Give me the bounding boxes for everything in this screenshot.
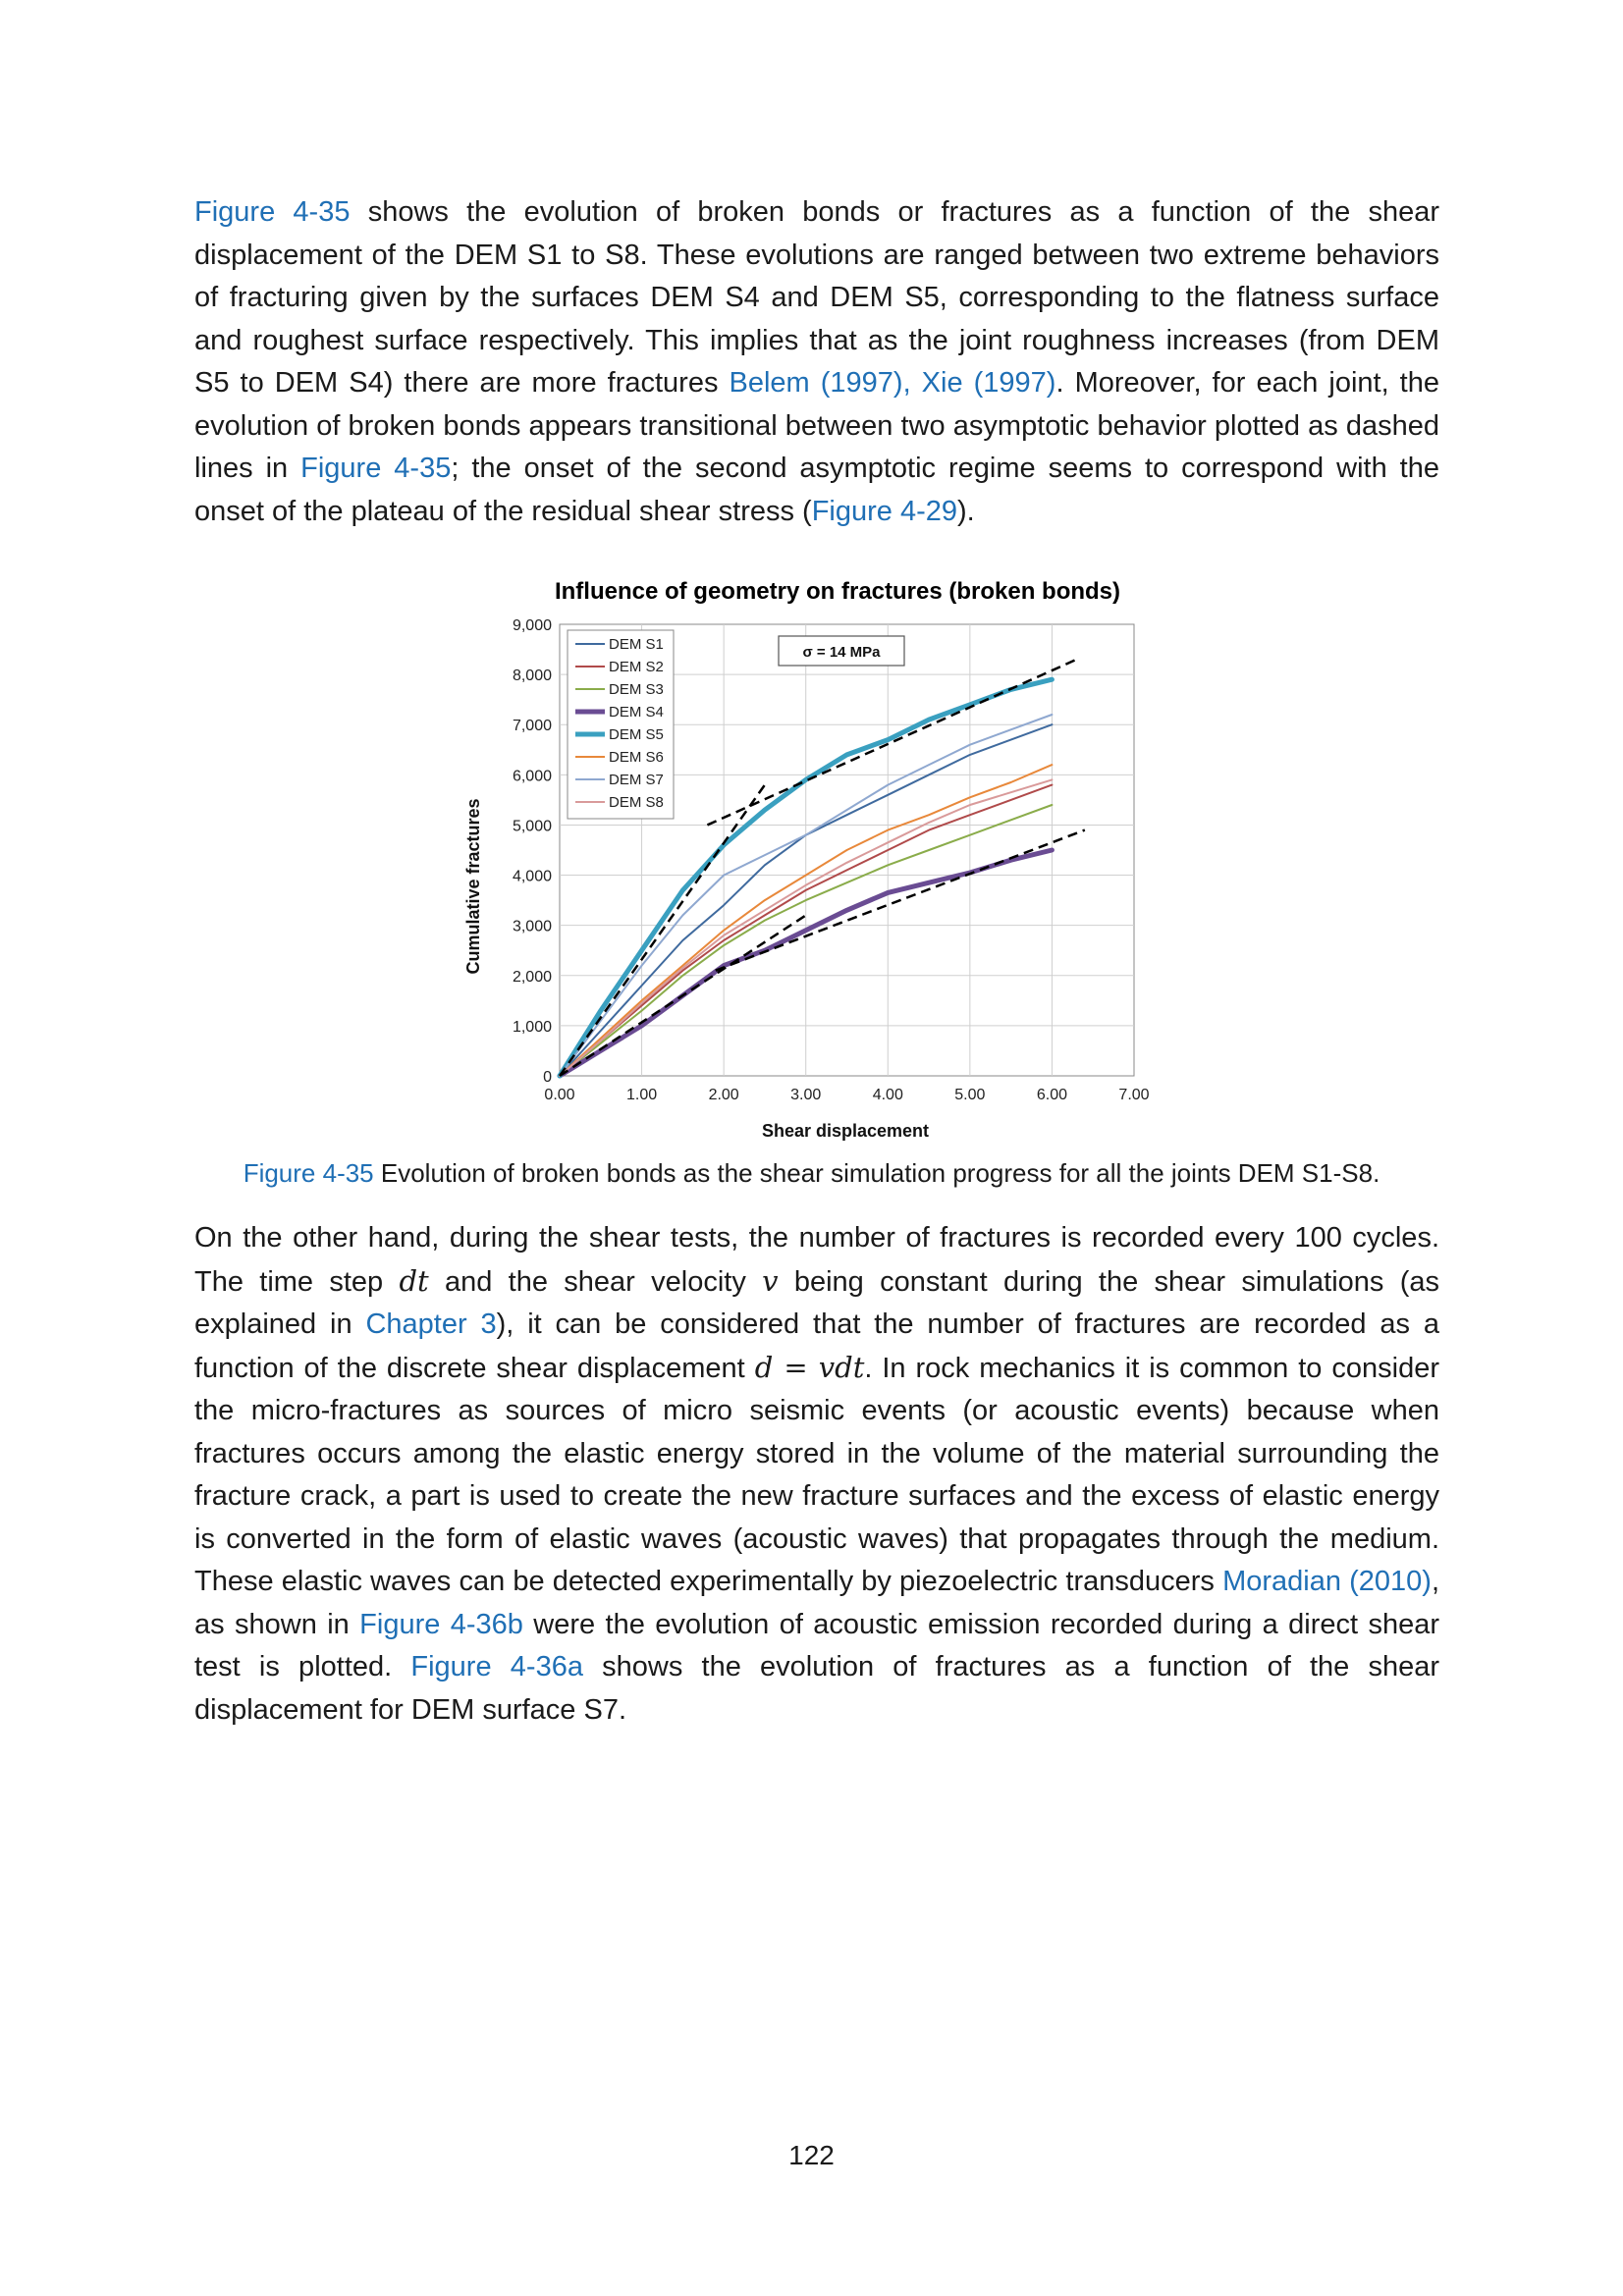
citation-link[interactable]: Moradian (2010)	[1222, 1566, 1432, 1597]
y-tick-label: 7,000	[513, 718, 552, 734]
math-equation: d = vdt	[754, 1350, 865, 1384]
series-line-dem-s7	[559, 714, 1054, 1077]
x-axis-label: Shear displacement	[762, 1121, 929, 1141]
y-axis-label: Cumulative fractures	[463, 798, 483, 974]
y-axis-ticks: 0 1,000 2,000 3,000 4,000 5,000 6,000 7,000 8,00…	[513, 617, 552, 1086]
figure-caption: Figure 4-35 Evolution of broken bonds as…	[157, 1156, 1466, 1190]
legend-entry: DEM S1	[609, 636, 664, 653]
y-tick-label: 5,000	[513, 818, 552, 834]
y-tick-label: 8,000	[513, 667, 552, 684]
paragraph-text: ).	[957, 495, 975, 527]
asymptote-dashed-line	[706, 658, 1078, 827]
citation-link[interactable]: Belem (1997), Xie (1997)	[729, 367, 1056, 399]
math-term: v	[762, 1263, 779, 1298]
figure-link[interactable]: Figure 4-29	[811, 495, 958, 527]
paragraph-1: Figure 4-35 shows the evolution of broke…	[194, 191, 1439, 533]
paragraph-text: being constant during the shear simulati…	[194, 1265, 1439, 1341]
annotation-box	[778, 635, 905, 667]
legend-entry: DEM S7	[609, 772, 664, 788]
x-tick-label: 2.00	[709, 1087, 739, 1103]
chart-legend: DEM S1 DEM S2 DEM S3 DEM S4 DEM S5 DEM S6 DEM …	[567, 629, 675, 820]
legend-entry: DEM S5	[609, 726, 664, 743]
y-tick-label: 6,000	[513, 768, 552, 784]
x-tick-label: 7.00	[1118, 1087, 1149, 1103]
legend-entry: DEM S4	[609, 704, 664, 721]
chapter-link[interactable]: Chapter 3	[365, 1308, 497, 1340]
paragraph-text: ), it can be considered that the number …	[194, 1308, 1440, 1384]
paragraph-text: shows the evolution of fractures as a fu…	[194, 1651, 1439, 1726]
y-tick-label: 2,000	[513, 969, 552, 986]
fractures-chart: Influence of geometry on fractures (brok…	[463, 578, 1150, 1141]
asymptote-dashed-line	[715, 828, 1086, 972]
series-line-dem-s5	[557, 676, 1055, 1079]
y-tick-label: 4,000	[513, 869, 552, 885]
figure-link[interactable]: Figure 4-35	[300, 453, 452, 484]
paragraph-text: shows the evolution of broken bonds or f…	[194, 196, 1439, 399]
series-line-dem-s6	[559, 764, 1054, 1077]
caption-text: Evolution of broken bonds as the shear s…	[373, 1158, 1380, 1188]
math-term: dt	[399, 1263, 429, 1298]
paragraph-text: ; the onset of the second asymptotic reg…	[194, 453, 1439, 527]
series-line-dem-s8	[559, 778, 1054, 1077]
legend-entry: DEM S6	[609, 749, 664, 766]
y-tick-label: 0	[543, 1069, 552, 1086]
figure-link[interactable]: Figure 4-36b	[359, 1608, 523, 1640]
paragraph-text: On the other hand, during the shear test…	[194, 1222, 1439, 1298]
asymptote-lines	[558, 658, 1086, 1078]
y-tick-label: 1,000	[513, 1019, 552, 1036]
paragraph-2: On the other hand, during the shear test…	[194, 1217, 1439, 1732]
paragraph-text: . Moreover, for each joint, the evolutio…	[194, 367, 1439, 484]
paragraph-text: and the shear velocity	[428, 1265, 763, 1298]
chart-title: Influence of geometry on fractures (brok…	[555, 578, 1120, 605]
x-tick-label: 4.00	[873, 1087, 903, 1103]
caption-figure-ref[interactable]: Figure 4-35	[243, 1158, 374, 1188]
x-tick-label: 3.00	[790, 1087, 821, 1103]
legend-box	[567, 629, 675, 820]
x-tick-label: 6.00	[1037, 1087, 1067, 1103]
stress-annotation: σ = 14 MPa	[778, 635, 905, 667]
x-tick-label: 0.00	[544, 1087, 574, 1103]
asymptote-dashed-line	[559, 914, 807, 1078]
figure-link[interactable]: Figure 4-36a	[410, 1651, 583, 1682]
x-tick-label: 5.00	[954, 1087, 985, 1103]
x-axis-ticks: 0.00 1.00 2.00 3.00 4.00 5.00 6.00 7.00	[544, 1087, 1149, 1103]
y-tick-label: 9,000	[513, 617, 552, 634]
asymptote-dashed-line	[558, 783, 766, 1077]
legend-entry: DEM S3	[609, 681, 664, 698]
legend-entry: DEM S2	[609, 659, 664, 675]
paragraph-text: , as shown in	[194, 1566, 1440, 1640]
legend-entry: DEM S8	[609, 794, 664, 811]
y-tick-label: 3,000	[513, 919, 552, 935]
page-number: 122	[788, 2140, 835, 2170]
paragraph-text: . In rock mechanics it is common to cons…	[194, 1352, 1439, 1598]
x-tick-label: 1.00	[626, 1087, 657, 1103]
annotation-text: σ = 14 MPa	[802, 644, 881, 661]
series-line-dem-s2	[559, 783, 1054, 1077]
figure-link[interactable]: Figure 4-35	[194, 196, 351, 228]
series-line-dem-s3	[559, 804, 1054, 1077]
paragraph-text: were the evolution of acoustic emission …	[194, 1608, 1439, 1683]
